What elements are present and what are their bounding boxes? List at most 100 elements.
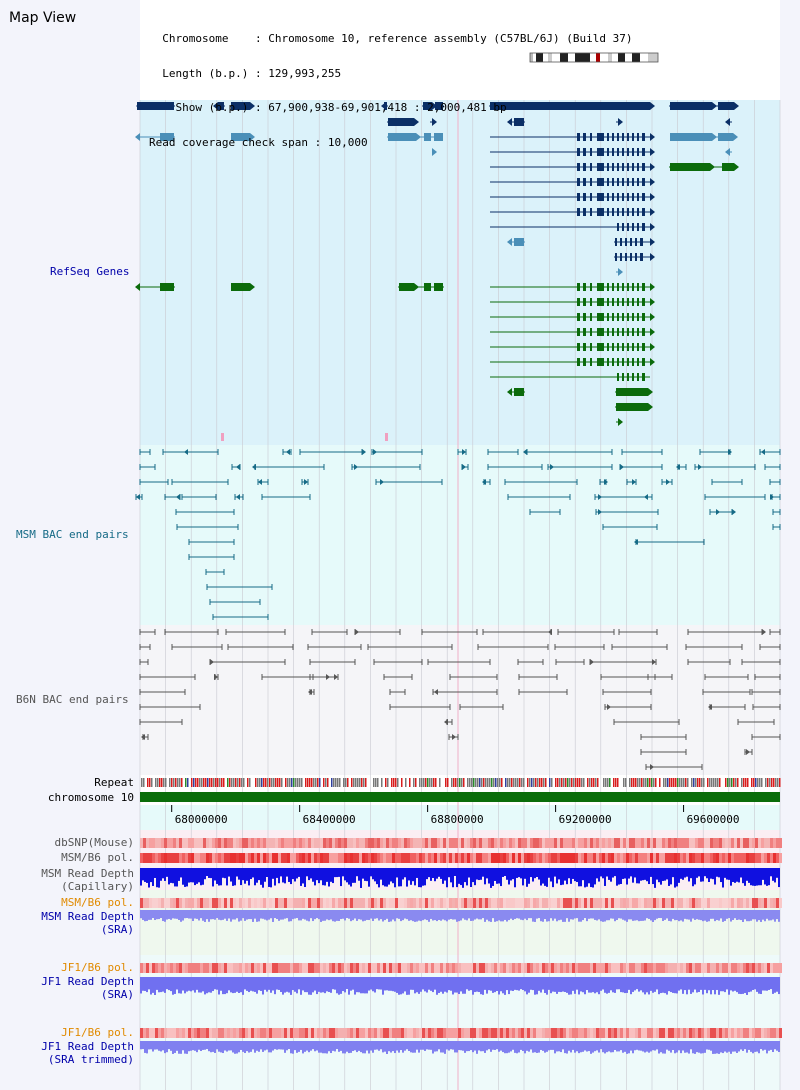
gene-strand-arrow	[650, 298, 655, 306]
dbsnp-heat	[344, 838, 347, 848]
jf1-pol-heat	[740, 963, 743, 973]
msm-depth-sra-bar	[678, 910, 680, 922]
msm-depth-cap-bar	[202, 868, 204, 885]
jf1-depth-bar	[484, 977, 486, 990]
dbsnp-heat	[755, 838, 758, 848]
msm-pol-sra-heat	[482, 898, 485, 908]
jf1-depth-bar	[442, 977, 444, 994]
jf1-pol-trim-heat	[617, 1028, 620, 1038]
dbsnp-heat	[317, 838, 320, 848]
gene-exon	[622, 328, 624, 336]
jf1-pol-trim-heat	[776, 1028, 779, 1038]
msm-pol-heat	[602, 853, 605, 863]
repeat-mark	[593, 778, 595, 787]
jf1-pol-heat	[149, 963, 152, 973]
msm-pol-sra-heat	[503, 898, 506, 908]
jf1-pol-trim-heat	[536, 1028, 539, 1038]
jf1-depth-bar	[162, 977, 164, 992]
msm-pol-sra-heat	[266, 898, 269, 908]
dbsnp-heat	[668, 838, 671, 848]
msm-depth-sra-bar	[422, 910, 424, 921]
msm-pol-heat	[464, 853, 467, 863]
jf1-depth-trim-bar	[610, 1041, 612, 1053]
msm-depth-cap-bar	[532, 868, 534, 882]
msm-depth-sra-bar	[698, 910, 700, 920]
jf1-pol-heat	[638, 963, 641, 973]
msm-depth-sra-bar	[332, 910, 334, 922]
jf1-depth-bar	[636, 977, 638, 990]
repeat-mark	[737, 778, 739, 787]
repeat-mark	[557, 778, 559, 787]
dbsnp-heat	[737, 838, 740, 848]
jf1-depth-bar	[758, 977, 760, 994]
jf1-pol-trim-heat	[593, 1028, 596, 1038]
jf1-depth-bar	[482, 977, 484, 995]
jf1-depth-bar	[262, 977, 264, 995]
msm-depth-cap-bar	[218, 868, 220, 886]
msm-depth-cap-bar	[618, 868, 620, 885]
jf1-pol-heat	[314, 963, 317, 973]
gene-exon	[642, 193, 645, 201]
repeat-mark	[603, 778, 605, 787]
jf1-pol-heat	[356, 963, 359, 973]
msm-depth-cap-bar	[338, 868, 340, 877]
gene-exon	[231, 283, 250, 291]
gene-exon	[583, 208, 586, 216]
msm-depth-cap-bar	[192, 868, 194, 883]
msm-depth-cap-bar	[516, 868, 518, 878]
jf1-pol-trim-heat	[380, 1028, 383, 1038]
msm-depth-cap-bar	[156, 868, 158, 888]
msm-depth-cap-bar	[210, 868, 212, 879]
msm-pol-sra-heat	[500, 898, 503, 908]
jf1-depth-trim-bar	[256, 1041, 258, 1051]
msm-depth-sra-bar	[504, 910, 506, 920]
msm-depth-sra-bar	[356, 910, 358, 921]
jf1-depth-trim-bar	[174, 1041, 176, 1053]
jf1-pol-trim-heat	[320, 1028, 323, 1038]
repeat-mark	[487, 778, 489, 787]
msm-depth-cap-bar	[178, 868, 180, 881]
jf1-pol-heat	[317, 963, 320, 973]
msm-pol-heat	[389, 853, 392, 863]
jf1-pol-heat	[545, 963, 548, 973]
gene-strand-arrow	[213, 102, 218, 110]
dbsnp-heat	[722, 838, 725, 848]
jf1-depth-trim-bar	[248, 1041, 250, 1053]
dbsnp-heat	[743, 838, 746, 848]
gene-exon	[625, 238, 627, 246]
msm-bac-end-arrow	[732, 509, 736, 515]
msm-depth-sra-bar	[206, 910, 208, 920]
gene-exon	[622, 298, 624, 306]
msm-depth-sra-bar	[400, 910, 402, 922]
gene-exon	[640, 238, 643, 246]
msm-pol-heat	[419, 853, 422, 863]
msm-pol-heat	[485, 853, 488, 863]
jf1-depth-trim-bar	[642, 1041, 644, 1052]
msm-depth-cap-bar	[144, 868, 146, 882]
msm-depth-cap-bar	[680, 868, 682, 879]
repeat-mark	[647, 778, 649, 787]
jf1-depth-trim-bar	[622, 1041, 624, 1053]
msm-depth-sra-bar	[720, 910, 722, 919]
msm-pol-sra-heat	[677, 898, 680, 908]
repeat-mark	[223, 778, 225, 787]
msm-depth-sra-bar	[744, 910, 746, 920]
msm-pol-sra-heat	[584, 898, 587, 908]
msm-pol-heat	[422, 853, 425, 863]
jf1-pol-heat	[146, 963, 149, 973]
msm-depth-cap-bar	[472, 868, 474, 883]
gene-exon	[622, 283, 624, 291]
msm-depth-cap-bar	[692, 868, 694, 887]
msm-pol-sra-heat	[344, 898, 347, 908]
msm-depth-cap-bar	[498, 868, 500, 884]
jf1-pol-heat	[485, 963, 488, 973]
jf1-depth-trim-bar	[192, 1041, 194, 1051]
repeat-mark	[531, 778, 533, 787]
jf1-depth-bar	[604, 977, 606, 993]
msm-depth-sra-bar	[432, 910, 434, 921]
gene-exon	[583, 298, 586, 306]
jf1-depth-bar	[418, 977, 420, 994]
gene-exon	[590, 313, 592, 321]
gene-exon	[642, 133, 645, 141]
